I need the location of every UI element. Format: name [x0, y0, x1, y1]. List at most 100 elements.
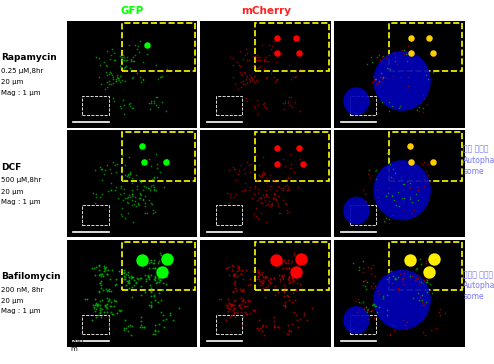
Point: [368, 302, 375, 308]
Point: [241, 81, 248, 87]
Point: [152, 187, 160, 193]
Point: [112, 281, 120, 287]
Point: [121, 111, 128, 117]
Point: [260, 332, 268, 337]
Point: [143, 210, 151, 215]
Point: [394, 189, 402, 195]
Point: [235, 302, 243, 308]
Point: [136, 75, 144, 80]
Point: [284, 276, 291, 282]
Point: [261, 294, 269, 300]
Point: [141, 193, 149, 199]
Point: [137, 293, 145, 298]
Point: [378, 54, 386, 60]
Point: [254, 274, 262, 280]
Point: [130, 282, 138, 288]
Point: [111, 282, 119, 288]
Point: [260, 66, 268, 71]
Point: [140, 324, 148, 329]
Point: [128, 175, 136, 181]
Point: [126, 56, 134, 62]
Point: [243, 76, 250, 82]
Point: [175, 305, 183, 311]
Point: [145, 156, 153, 162]
Point: [364, 316, 372, 322]
Point: [128, 274, 136, 280]
Point: [112, 76, 120, 82]
Point: [237, 305, 245, 311]
Point: [95, 289, 103, 294]
Point: [231, 278, 239, 284]
Point: [288, 275, 296, 281]
Point: [113, 78, 121, 84]
Point: [92, 301, 100, 307]
Point: [390, 197, 398, 203]
Point: [262, 175, 270, 181]
Point: [240, 276, 247, 282]
Point: [118, 152, 126, 158]
Point: [239, 296, 247, 302]
Point: [257, 278, 265, 284]
Point: [283, 187, 291, 193]
Point: [427, 327, 435, 333]
Point: [155, 279, 163, 285]
Point: [279, 274, 287, 280]
Point: [254, 111, 262, 117]
Point: [95, 55, 103, 61]
Point: [153, 161, 161, 167]
Point: [370, 285, 377, 291]
Point: [287, 174, 295, 180]
Point: [379, 296, 387, 301]
Point: [146, 187, 154, 193]
Point: [155, 290, 163, 296]
Point: [394, 285, 402, 290]
Point: [239, 288, 247, 293]
Point: [283, 182, 291, 188]
Point: [412, 191, 420, 197]
Point: [97, 166, 105, 172]
Point: [380, 218, 388, 224]
Point: [372, 176, 380, 182]
Point: [151, 331, 159, 337]
Point: [253, 269, 261, 275]
Point: [123, 58, 131, 63]
Point: [247, 310, 254, 316]
Point: [281, 302, 289, 308]
Point: [239, 314, 247, 320]
Point: [152, 103, 160, 108]
Point: [262, 75, 270, 81]
Point: [281, 257, 288, 262]
Point: [128, 191, 136, 197]
Point: [246, 281, 254, 287]
Point: [253, 52, 261, 58]
Point: [408, 199, 416, 205]
Text: Mag : 1 μm: Mag : 1 μm: [1, 90, 41, 95]
Point: [256, 271, 264, 277]
Point: [242, 311, 249, 317]
Point: [423, 172, 431, 178]
Point: [420, 278, 428, 284]
Point: [418, 92, 426, 98]
Point: [109, 95, 117, 101]
Point: [274, 324, 282, 330]
Point: [250, 74, 258, 79]
Point: [383, 75, 391, 81]
Point: [243, 311, 251, 317]
Point: [272, 257, 280, 263]
Point: [147, 272, 155, 278]
Point: [124, 273, 132, 278]
Point: [122, 282, 130, 288]
Point: [406, 185, 413, 190]
Point: [285, 275, 293, 281]
Point: [367, 54, 374, 59]
Point: [152, 280, 160, 286]
Point: [275, 210, 283, 215]
Point: [149, 210, 157, 215]
Point: [230, 298, 238, 304]
Point: [137, 322, 145, 328]
Point: [95, 289, 103, 294]
Point: [249, 64, 257, 70]
Point: [133, 276, 141, 281]
Point: [252, 213, 260, 219]
Point: [251, 106, 259, 111]
